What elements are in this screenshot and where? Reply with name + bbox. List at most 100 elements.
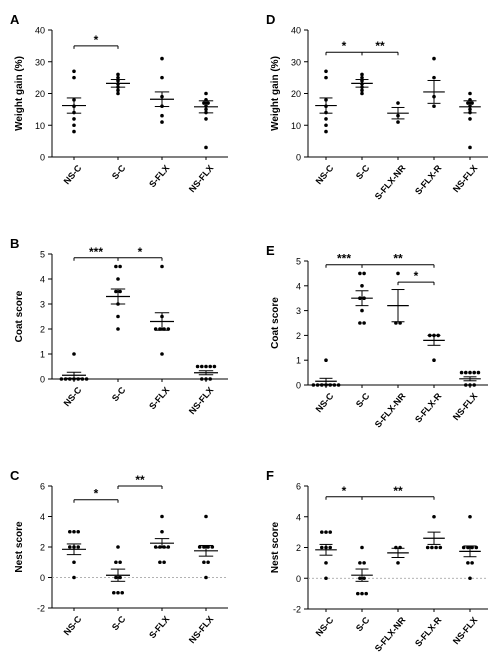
data-point	[116, 314, 120, 319]
panel-d: D 0 10 20 30 40 Weight gain (%) NS-C S-C S-FLX-NR…	[266, 12, 488, 202]
data-point	[72, 75, 76, 80]
data-point	[464, 370, 468, 375]
data-point	[204, 145, 208, 150]
y-axis-title: Weight gain (%)	[270, 56, 281, 131]
data-point	[466, 101, 470, 105]
data-point	[80, 377, 85, 381]
y-tick-label: 10	[35, 121, 45, 131]
data-point	[328, 530, 333, 534]
data-point	[202, 560, 206, 565]
data-point	[328, 545, 333, 550]
data-point	[432, 358, 436, 363]
data-point	[114, 289, 118, 294]
data-point	[362, 271, 366, 276]
significance-label: **	[393, 252, 403, 266]
group-ns-c	[62, 69, 86, 134]
data-point	[438, 545, 443, 550]
y-tick-label: 2	[296, 331, 301, 341]
data-point	[72, 529, 76, 534]
y-tick-label: 40	[35, 26, 45, 36]
significance-label: *	[414, 269, 419, 283]
data-point	[116, 590, 120, 595]
y-tick-label: 4	[40, 512, 45, 522]
y-tick-label: 2	[40, 543, 45, 553]
x-tick-label: NS-C	[62, 163, 84, 187]
data-point	[324, 561, 328, 565]
data-point	[432, 104, 436, 108]
data-point	[116, 327, 120, 331]
data-point	[470, 561, 474, 565]
data-point	[432, 56, 436, 61]
data-point	[468, 370, 472, 375]
data-point	[324, 129, 328, 134]
y-tick-label: 4	[40, 275, 45, 285]
data-point	[360, 72, 364, 77]
data-point	[63, 377, 68, 381]
data-point	[118, 289, 122, 294]
data-point	[320, 383, 324, 387]
data-point	[114, 575, 118, 580]
x-tick-label: NS-FLX	[451, 615, 480, 646]
x-tick-label: NS-FLX	[187, 614, 216, 645]
data-point	[358, 271, 362, 276]
group-ns-c	[62, 529, 86, 580]
x-tick-label: NS-C	[314, 391, 336, 415]
y-tick-label: 0	[40, 375, 45, 385]
data-point	[434, 545, 438, 550]
data-point	[324, 576, 328, 581]
x-tick-label: S-C	[110, 614, 128, 633]
y-tick-label: 20	[35, 89, 45, 99]
data-point	[360, 91, 364, 96]
significance-bracket: **	[117, 473, 163, 489]
data-point	[396, 120, 400, 124]
data-point	[466, 561, 470, 565]
group-ns-flx	[459, 91, 481, 150]
y-tick-label: 0	[296, 574, 301, 584]
data-point	[464, 383, 468, 387]
y-tick-label: 3	[40, 300, 45, 310]
panel-a: A 0 10 20 30 40 Weight gain (%) NS-C S-C S-FLX NS-…	[10, 12, 228, 194]
data-point	[84, 377, 89, 381]
data-point	[76, 529, 80, 534]
significance-bracket: ***	[73, 245, 119, 261]
data-point	[204, 364, 208, 369]
panel-label: D	[266, 12, 275, 27]
significance-label: ***	[337, 252, 351, 266]
data-point	[396, 561, 400, 565]
panel-label: E	[266, 243, 275, 258]
data-point	[324, 75, 328, 80]
y-axis-title: Nest score	[14, 521, 25, 573]
data-point	[114, 560, 118, 565]
group-s-flx	[150, 56, 174, 124]
data-point	[360, 75, 364, 80]
data-point	[360, 284, 364, 288]
data-point	[76, 377, 80, 381]
data-point	[202, 545, 206, 549]
x-tick-label: S-FLX	[147, 163, 171, 189]
data-point	[160, 56, 164, 61]
group-ns-flx	[194, 364, 218, 381]
data-point	[160, 529, 164, 534]
group-s-c	[351, 271, 373, 325]
group-s-c	[106, 545, 130, 595]
y-tick-label: 4	[296, 512, 301, 522]
significance-label: **	[375, 39, 385, 53]
data-point	[116, 277, 120, 281]
data-point	[396, 271, 400, 276]
y-tick-label: 20	[291, 89, 301, 99]
data-point	[116, 72, 120, 77]
data-point	[461, 545, 466, 550]
data-point	[68, 377, 72, 381]
data-point	[320, 530, 324, 534]
data-point	[197, 545, 202, 549]
data-point	[324, 530, 328, 534]
data-point	[476, 370, 481, 375]
group-s-c	[351, 72, 373, 96]
group-ns-flx	[459, 514, 481, 581]
data-point	[356, 591, 360, 596]
group-s-flx-r	[423, 333, 445, 363]
data-point	[470, 101, 474, 105]
data-point	[472, 383, 477, 387]
significance-label: *	[138, 245, 143, 259]
